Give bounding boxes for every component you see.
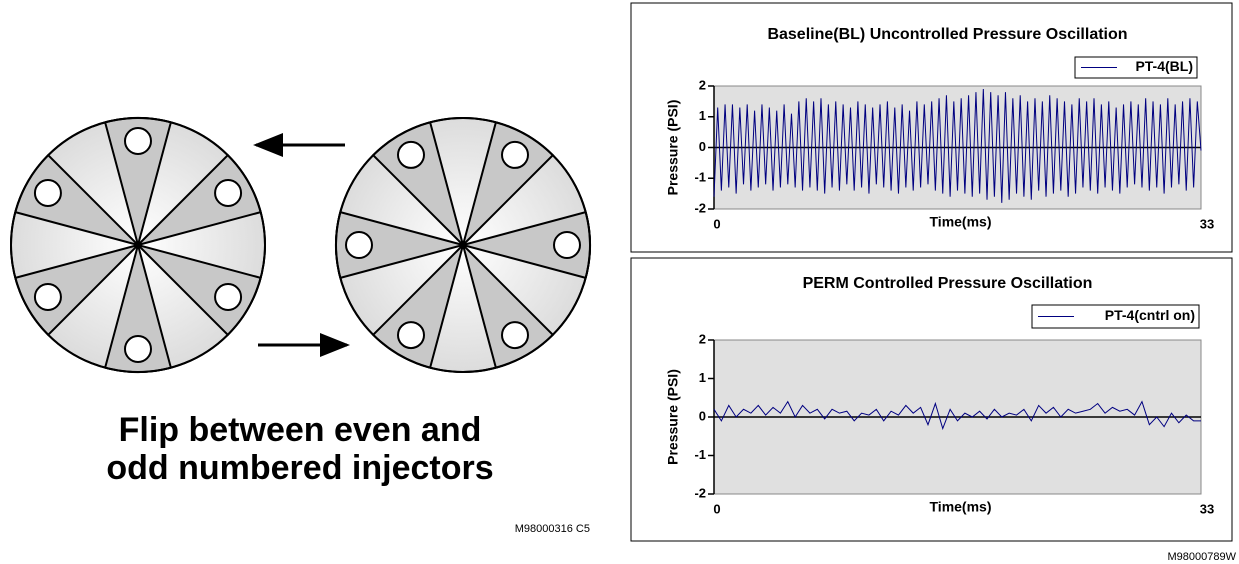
y-tick-label: 0 <box>699 139 706 154</box>
y-tick-label: 1 <box>699 108 706 123</box>
y-axis-label: Pressure (PSI) <box>665 369 681 465</box>
injector <box>345 231 373 259</box>
injector <box>33 179 62 207</box>
y-tick-label: 2 <box>699 77 706 92</box>
y-tick-label: 0 <box>699 408 706 423</box>
injector <box>553 231 581 259</box>
injector <box>33 283 62 311</box>
y-axis-label: Pressure (PSI) <box>665 100 681 196</box>
legend-box <box>1031 304 1200 329</box>
y-tick-label: -1 <box>694 447 706 462</box>
injector <box>397 321 425 350</box>
y-tick-label: -1 <box>694 170 706 185</box>
injector <box>214 283 243 311</box>
x-axis-label: Time(ms) <box>930 214 992 230</box>
x-tick-label: 0 <box>713 501 720 516</box>
injector <box>397 140 425 169</box>
chart-title: PERM Controlled Pressure Oscillation <box>803 275 1093 292</box>
y-tick-label: -2 <box>694 485 706 500</box>
x-axis-label: Time(ms) <box>930 499 992 515</box>
x-tick-label: 33 <box>1200 501 1214 516</box>
injector <box>501 140 529 169</box>
series-line <box>713 89 1202 203</box>
disk-rim <box>335 117 591 373</box>
figure-code: M98000316 C5 <box>515 523 590 535</box>
injector <box>214 179 243 207</box>
chart-title: Baseline(BL) Uncontrolled Pressure Oscil… <box>767 26 1127 43</box>
y-tick-label: 2 <box>699 331 706 346</box>
injector <box>501 321 529 350</box>
x-tick-label: 33 <box>1200 216 1214 231</box>
caption: Flip between even and <box>119 411 482 449</box>
figure-code: M98000789W <box>1168 551 1237 563</box>
y-tick-label: -2 <box>694 200 706 215</box>
legend-label: PT-4(cntrl on) <box>1105 307 1195 323</box>
disk-rim <box>10 117 266 373</box>
x-tick-label: 0 <box>713 216 720 231</box>
y-tick-label: 1 <box>699 370 706 385</box>
caption: odd numbered injectors <box>106 449 493 487</box>
legend-box <box>1074 56 1198 79</box>
injector <box>124 127 152 155</box>
injector-diagram <box>10 117 591 373</box>
legend-label: PT-4(BL) <box>1135 58 1193 74</box>
injector <box>124 335 152 363</box>
series-line <box>713 400 1201 431</box>
